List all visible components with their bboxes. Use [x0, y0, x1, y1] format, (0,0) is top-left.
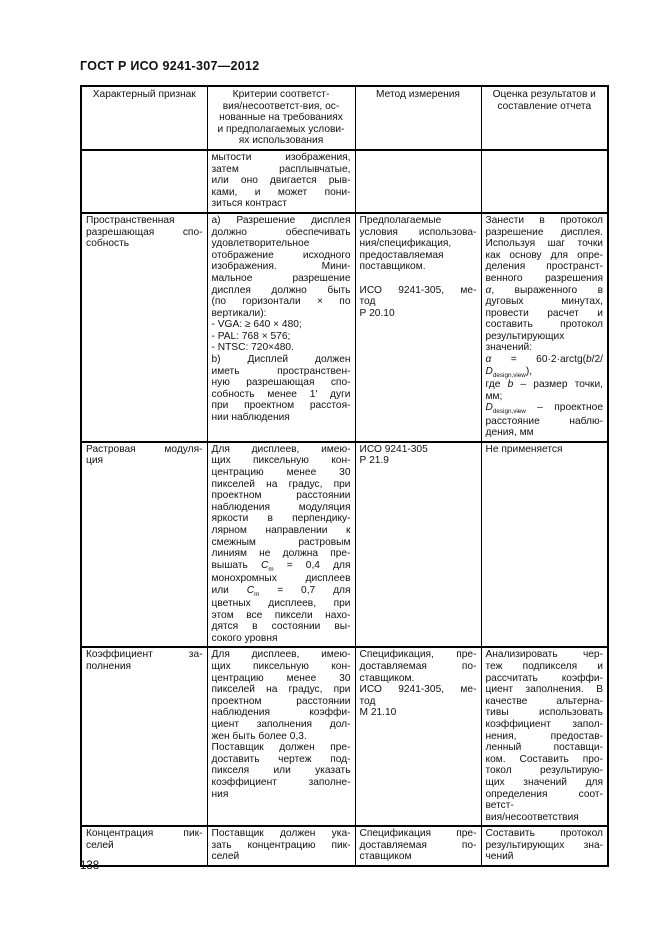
- table-cell: Растровая модуля-ция: [80, 440, 208, 648]
- table-cell: Пространственная разрешающая спо-собность: [80, 211, 208, 443]
- column-header: Метод измерения: [354, 85, 482, 151]
- table-cell: Анализировать чер-теж подпикселя и рассчи…: [480, 646, 609, 827]
- table-row: Концентрация пик-селей Поставщик должен у…: [80, 825, 609, 867]
- column-header: Характерный признак: [80, 85, 208, 151]
- table-cell: Предполагаемые условия использова-ния/спе…: [354, 211, 482, 443]
- table-cell: Спецификация, пре-доставляемая по-ставщи…: [354, 646, 482, 827]
- column-header: Оценка результатов и составление отчета: [480, 85, 609, 151]
- table-cell: ИСО 9241-305 Р 21.9: [354, 440, 482, 648]
- table-row: Пространственная разрешающая спо-собность…: [80, 211, 609, 443]
- column-header: Критерии соответст-вия/несоответст-вия, …: [206, 85, 356, 151]
- table-cell: Для дисплеев, имею-щих пиксельную кон-це…: [206, 646, 356, 827]
- table-cell: Поставщик должен ука-зать концентрацию п…: [206, 825, 356, 867]
- table-cell: Не применяется: [480, 440, 609, 648]
- table-cell: Для дисплеев, имею-щих пиксельную кон-це…: [206, 440, 356, 648]
- document-title: ГОСТ Р ИСО 9241-307—2012: [80, 59, 260, 73]
- table-body: мытости изображения, затем расплывчатые, и…: [80, 148, 609, 867]
- table-cell: Спецификация пре-доставляемая по-ставщик…: [354, 825, 482, 867]
- table-row: Растровая модуля-ция Для дисплеев, имею-щ…: [80, 440, 609, 648]
- table-cell: а) Разрешение дисплея должно обеспечивать…: [206, 211, 356, 443]
- table-row: Коэффициент за-полнения Для дисплеев, име…: [80, 646, 609, 827]
- page-number: 138: [80, 860, 100, 872]
- table-cell: Составить протокол результирующих зна-чен…: [480, 825, 609, 867]
- table-cell: мытости изображения, затем расплывчатые, и…: [206, 148, 356, 214]
- table-header: Характерный признак Критерии соответст-ви…: [80, 85, 609, 151]
- table-cell: [480, 148, 609, 214]
- table-cell: [354, 148, 482, 214]
- criteria-table: Характерный признак Критерии соответст-ви…: [80, 85, 609, 868]
- table-cell: Коэффициент за-полнения: [80, 646, 208, 827]
- table-cell: Занести в протокол разрешение дисплея. Исп…: [480, 211, 609, 443]
- header-row: Характерный признак Критерии соответст-ви…: [80, 85, 609, 151]
- table-row: мытости изображения, затем расплывчатые, и…: [80, 148, 609, 214]
- table-cell: [80, 148, 208, 214]
- table-cell: Концентрация пик-селей: [80, 825, 208, 867]
